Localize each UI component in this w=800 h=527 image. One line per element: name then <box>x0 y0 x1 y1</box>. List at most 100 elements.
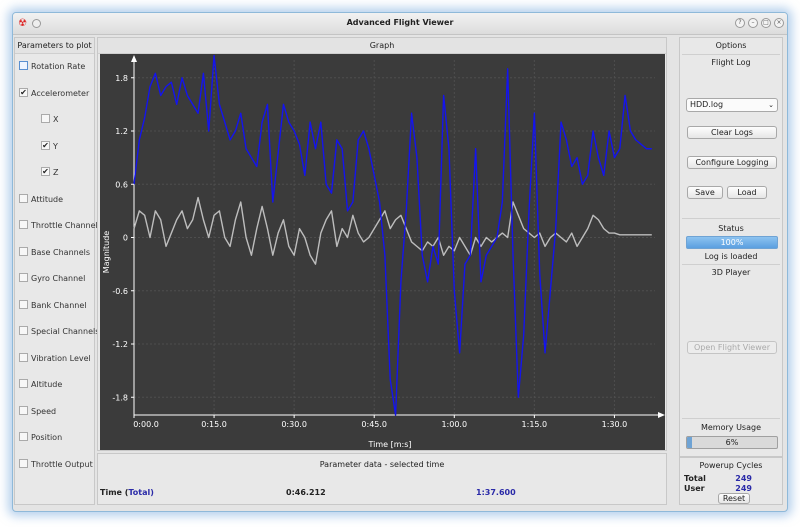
x-tick-label: 0:00.0 <box>133 420 159 429</box>
parameter-label: Attitude <box>31 194 64 204</box>
parameter-label: Y <box>53 141 58 151</box>
checkbox[interactable] <box>19 299 28 309</box>
y-tick-label: 1.2 <box>115 127 128 136</box>
clear-logs-button[interactable]: Clear Logs <box>687 126 777 139</box>
parameter-gyro-channel[interactable]: Gyro Channel <box>19 272 85 286</box>
y-tick-label: 0.6 <box>115 180 128 189</box>
x-tick-label: 0:45.0 <box>361 420 387 429</box>
chevron-down-icon: ⌄ <box>768 101 774 109</box>
parameter-rotation-rate[interactable]: Rotation Rate <box>19 60 85 74</box>
checkbox[interactable] <box>19 432 28 441</box>
parameter-label: Altitude <box>31 380 63 389</box>
y-tick-label: 0 <box>123 234 128 243</box>
parameter-vibration-level[interactable]: Vibration Level <box>19 352 91 366</box>
y-tick-label: -1.8 <box>112 393 128 402</box>
reset-button[interactable]: Reset <box>718 493 750 504</box>
parameter-accelerometer[interactable]: ✔ Accelerometer <box>19 87 89 101</box>
checkbox[interactable] <box>41 114 50 123</box>
parameter-label: Special Channels <box>31 327 100 336</box>
checkbox[interactable]: ✔ <box>19 87 28 97</box>
parameter-altitude[interactable]: Altitude <box>19 378 62 392</box>
parameter-label: Bank Channel <box>31 300 87 310</box>
time-total-label: Total <box>128 488 151 497</box>
checkbox[interactable] <box>19 220 28 229</box>
parameter-base-channels[interactable]: Base Channels <box>19 246 90 260</box>
close-icon[interactable]: × <box>774 18 784 28</box>
parameter-data-panel: Parameter data - selected time Time (Tot… <box>97 453 667 505</box>
series-line-gray <box>133 196 652 265</box>
app-logo-icon[interactable]: ☢ <box>18 18 27 29</box>
time-label-text: Time ( <box>100 488 129 497</box>
parameter-label: Speed <box>31 406 57 416</box>
total-time-value: 1:37.600 <box>476 488 516 497</box>
parameter-throttle-channel[interactable]: Throttle Channel <box>19 219 98 233</box>
powerup-user-value: 249 <box>735 484 752 493</box>
parameter-speed[interactable]: Speed <box>19 405 56 419</box>
plot-series <box>133 54 652 416</box>
checkbox[interactable] <box>19 458 28 468</box>
powerup-panel: Powerup Cycles Total 249 User 249 Reset <box>679 457 783 505</box>
x-tick-label: 1:15.0 <box>522 420 548 429</box>
status-message: Log is loaded <box>704 252 758 261</box>
parameter-z[interactable]: ✔ Z <box>41 166 58 180</box>
y-axis-arrow <box>131 55 137 62</box>
y-tick-label: -0.6 <box>112 287 128 296</box>
series-line-blue <box>133 54 652 416</box>
memory-usage-bar: 6% <box>686 436 778 449</box>
parameter-label: Z <box>53 168 59 177</box>
parameter-attitude[interactable]: Attitude <box>19 193 63 207</box>
parameter-x[interactable]: X <box>41 113 58 127</box>
checkbox[interactable] <box>19 405 28 415</box>
x-axis-arrow <box>658 412 665 418</box>
parameter-position[interactable]: Position <box>19 431 62 445</box>
memory-usage-fill <box>687 437 693 448</box>
options-header: Options <box>715 41 747 50</box>
flight-log-label: Flight Log <box>711 58 751 67</box>
parameter-label: Gyro Channel <box>31 274 86 283</box>
minimize-icon[interactable]: – <box>748 18 758 28</box>
flight-log-select-value: HDD.log <box>690 100 724 109</box>
checkbox[interactable] <box>19 273 28 282</box>
checkbox[interactable]: ✔ <box>41 140 50 150</box>
plot-ticks: 1.8 1.2 0.6 0 -0.6 -1.2 -1.8 0:00.0 0:15.0 0:30.0… <box>112 74 627 429</box>
status-progress-bar: 100% <box>686 236 778 249</box>
configure-logging-button[interactable]: Configure Logging <box>687 156 777 169</box>
parameter-label: Accelerometer <box>31 88 90 98</box>
plot-axes <box>131 55 665 418</box>
checkbox[interactable] <box>19 61 28 70</box>
help-icon[interactable]: ? <box>735 18 745 28</box>
checkbox[interactable] <box>19 193 28 203</box>
flight-log-select[interactable]: HDD.log ⌄ <box>686 98 778 112</box>
y-tick-label: -1.2 <box>112 340 128 349</box>
time-label: Time (Total) <box>100 488 154 497</box>
powerup-total-label: Total <box>684 474 706 483</box>
checkbox[interactable]: ✔ <box>41 167 50 176</box>
save-button[interactable]: Save <box>687 186 723 199</box>
y-axis-label: Magnitude <box>102 231 111 273</box>
maximize-icon[interactable]: □ <box>761 18 771 28</box>
powerup-user-label: User <box>684 484 705 493</box>
checkbox[interactable] <box>19 352 28 362</box>
parameter-y[interactable]: ✔ Y <box>41 140 58 154</box>
open-flight-viewer-button[interactable]: Open Flight Viewer <box>687 341 777 354</box>
titlebar: ☢ Advanced Flight Viewer ? – □ × <box>13 13 787 35</box>
parameter-throttle-output[interactable]: Throttle Output <box>19 458 93 472</box>
checkbox[interactable] <box>19 326 28 335</box>
parameter-special-channels[interactable]: Special Channels <box>19 325 99 339</box>
powerup-total-value: 249 <box>735 474 752 483</box>
parameters-header: Parameters to plot <box>15 38 94 54</box>
parameter-label: Rotation Rate <box>31 62 86 71</box>
parameter-label: Vibration Level <box>31 353 91 363</box>
x-tick-label: 0:15.0 <box>201 420 227 429</box>
app-window: ☢ Advanced Flight Viewer ? – □ × Paramet… <box>12 12 788 512</box>
window-menu-icon[interactable] <box>32 19 41 28</box>
y-tick-label: 1.8 <box>115 74 128 83</box>
parameter-bank-channel[interactable]: Bank Channel <box>19 299 86 313</box>
checkbox[interactable] <box>19 379 28 388</box>
x-axis-label: Time [m:s] <box>367 440 411 449</box>
load-button[interactable]: Load <box>727 186 767 199</box>
checkbox[interactable] <box>19 246 28 256</box>
graph-header: Graph <box>98 38 666 54</box>
graph-plot[interactable]: 1.8 1.2 0.6 0 -0.6 -1.2 -1.8 0:00.0 0:15.0 0:30.0… <box>100 54 665 450</box>
time-label-close: ) <box>150 488 154 497</box>
